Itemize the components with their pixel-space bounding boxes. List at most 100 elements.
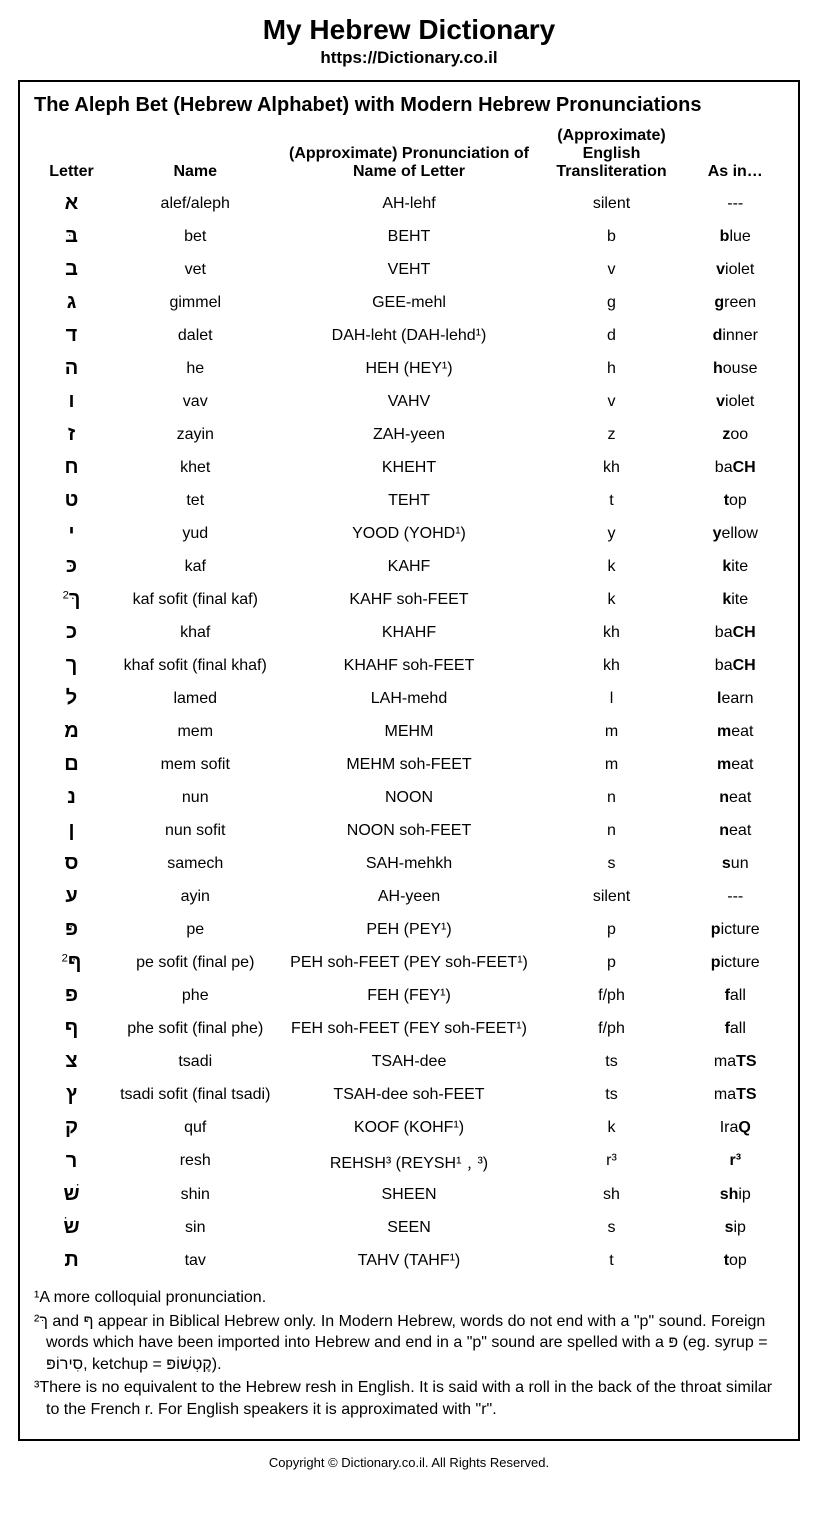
asin-pre: ma xyxy=(714,1086,736,1103)
cell-asin: r³ xyxy=(687,1144,785,1178)
cell-letter: כּ xyxy=(34,550,109,583)
cell-name: kaf sofit (final kaf) xyxy=(109,583,282,616)
cell-name: nun xyxy=(109,781,282,814)
hebrew-letter: ה xyxy=(65,357,79,379)
cell-asin: yellow xyxy=(687,517,785,550)
table-row: תtavTAHV (TAHF¹)ttop xyxy=(34,1244,784,1277)
hebrew-letter: כ xyxy=(66,621,77,643)
table-row: כּkafKAHFkkite xyxy=(34,550,784,583)
asin-post: oo xyxy=(730,426,748,443)
asin-pre: --- xyxy=(727,195,743,212)
asin-bold: m xyxy=(717,756,731,773)
hebrew-letter: ל xyxy=(66,687,77,709)
asin-bold: v xyxy=(716,261,725,278)
asin-post: eat xyxy=(731,756,753,773)
table-row: ןnun sofitNOON soh-FEETnneat xyxy=(34,814,784,847)
cell-asin: IraQ xyxy=(687,1111,785,1144)
cell-name: nun sofit xyxy=(109,814,282,847)
cell-asin: kite xyxy=(687,550,785,583)
cell-trans: v xyxy=(537,385,687,418)
cell-trans: t xyxy=(537,484,687,517)
cell-pron: KAHF xyxy=(282,550,537,583)
cell-pron: KAHF soh-FEET xyxy=(282,583,537,616)
hebrew-letter: צ xyxy=(65,1050,77,1072)
hebrew-letter: ן xyxy=(68,819,74,841)
cell-asin: learn xyxy=(687,682,785,715)
hebrew-letter: ע xyxy=(65,885,77,907)
table-row: אalef/alephAH-lehfsilent--- xyxy=(34,187,784,220)
cell-pron: BEHT xyxy=(282,220,537,253)
cell-trans: b xyxy=(537,220,687,253)
cell-asin: meat xyxy=(687,715,785,748)
col-pron: (Approximate) Pronunciation of Name of L… xyxy=(282,127,537,187)
asin-pre: ba xyxy=(715,459,733,476)
cell-letter: ט xyxy=(34,484,109,517)
hebrew-letter: ט xyxy=(65,489,79,511)
hebrew-letter: ףּ xyxy=(68,951,82,973)
cell-name: pe xyxy=(109,913,282,946)
cell-asin: maTS xyxy=(687,1078,785,1111)
cell-pron: MEHM xyxy=(282,715,537,748)
table-row: סsamechSAH-mehkhssun xyxy=(34,847,784,880)
hebrew-letter: פ xyxy=(65,984,78,1006)
cell-letter: נ xyxy=(34,781,109,814)
table-row: ףphe sofit (final phe)FEH soh-FEET (FEY … xyxy=(34,1012,784,1045)
table-row: יyudYOOD (YOHD¹)yyellow xyxy=(34,517,784,550)
table-row: ךkhaf sofit (final khaf)KHAHF soh-FEETkh… xyxy=(34,649,784,682)
cell-pron: KHAHF xyxy=(282,616,537,649)
cell-pron: VAHV xyxy=(282,385,537,418)
asin-bold: p xyxy=(711,921,721,938)
table-row: הheHEH (HEY¹)hhouse xyxy=(34,352,784,385)
asin-post: ouse xyxy=(723,360,758,377)
hebrew-letter: ת xyxy=(64,1249,78,1271)
hebrew-letter: ו xyxy=(68,390,74,412)
cell-letter: ףּ2 xyxy=(34,946,109,979)
asin-post: icture xyxy=(721,954,760,971)
cell-trans: r³ xyxy=(537,1144,687,1178)
cell-pron: PEH soh-FEET (PEY soh-FEET¹) xyxy=(282,946,537,979)
table-row: דdaletDAH-leht (DAH-lehd¹)ddinner xyxy=(34,319,784,352)
cell-name: resh xyxy=(109,1144,282,1178)
cell-letter: ה xyxy=(34,352,109,385)
hebrew-letter: ךּ xyxy=(69,588,81,610)
cell-name: zayin xyxy=(109,418,282,451)
cell-letter: ב xyxy=(34,253,109,286)
cell-name: pe sofit (final pe) xyxy=(109,946,282,979)
asin-post: earn xyxy=(721,690,753,707)
cell-letter: מ xyxy=(34,715,109,748)
cell-letter: כ xyxy=(34,616,109,649)
asin-pre: Ira xyxy=(720,1119,739,1136)
cell-letter: פּ xyxy=(34,913,109,946)
table-row: גgimmelGEE-mehlggreen xyxy=(34,286,784,319)
cell-trans: p xyxy=(537,913,687,946)
hebrew-letter: ר xyxy=(66,1150,78,1172)
cell-name: vet xyxy=(109,253,282,286)
asin-post: ite xyxy=(731,558,748,575)
cell-letter: ג xyxy=(34,286,109,319)
table-row: םmem sofitMEHM soh-FEETmmeat xyxy=(34,748,784,781)
cell-name: khaf sofit (final khaf) xyxy=(109,649,282,682)
cell-trans: g xyxy=(537,286,687,319)
alphabet-table: Letter Name (Approximate) Pronunciation … xyxy=(34,127,784,1277)
cell-asin: blue xyxy=(687,220,785,253)
cell-name: gimmel xyxy=(109,286,282,319)
cell-name: tsadi xyxy=(109,1045,282,1078)
table-row: פּpePEH (PEY¹)ppicture xyxy=(34,913,784,946)
asin-bold: d xyxy=(713,327,723,344)
footnote-2: ²ךּ and ףּ appear in Biblical Hebrew onl… xyxy=(34,1311,784,1376)
table-row: חkhetKHEHTkhbaCH xyxy=(34,451,784,484)
copyright: Copyright © Dictionary.co.il. All Rights… xyxy=(0,1455,818,1470)
cell-trans: n xyxy=(537,781,687,814)
table-row: מmemMEHMmmeat xyxy=(34,715,784,748)
cell-pron: TSAH-dee soh-FEET xyxy=(282,1078,537,1111)
cell-name: sin xyxy=(109,1211,282,1244)
cell-trans: silent xyxy=(537,880,687,913)
cell-trans: k xyxy=(537,550,687,583)
cell-letter: שׂ xyxy=(34,1211,109,1244)
cell-asin: fall xyxy=(687,1012,785,1045)
footnotes: ¹A more colloquial pronunciation. ²ךּ an… xyxy=(34,1287,784,1421)
cell-asin: fall xyxy=(687,979,785,1012)
cell-letter: ם xyxy=(34,748,109,781)
cell-name: vav xyxy=(109,385,282,418)
cell-letter: פ xyxy=(34,979,109,1012)
